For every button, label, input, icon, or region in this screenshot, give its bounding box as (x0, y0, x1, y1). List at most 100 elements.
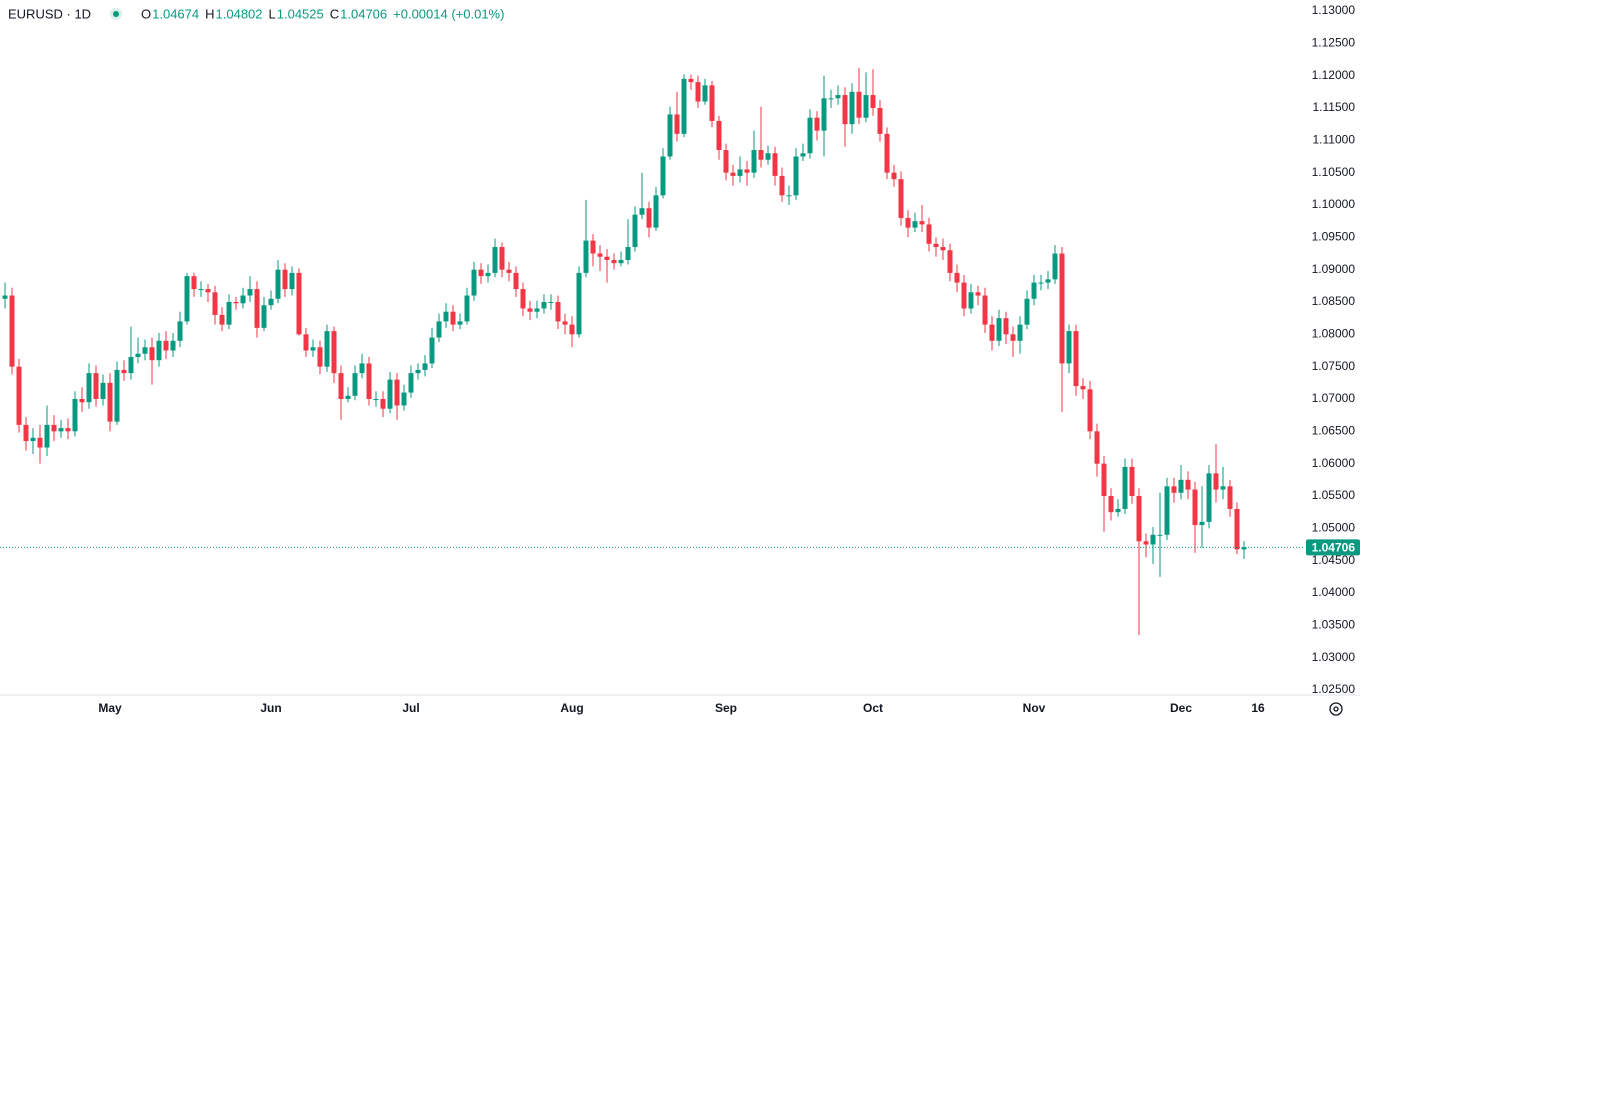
y-tick-label: 1.08500 (1312, 294, 1356, 308)
candle-body (737, 169, 743, 176)
candle-body (457, 321, 463, 325)
status-dot (113, 11, 119, 17)
candle-body (44, 424, 50, 448)
y-tick-label: 1.03500 (1312, 618, 1356, 632)
candle-body (884, 133, 890, 173)
candle-body (51, 424, 57, 432)
candle-body (275, 269, 281, 299)
candle-body (289, 272, 295, 290)
candle-body (254, 289, 260, 328)
candle-body (1185, 479, 1191, 490)
candle-body (135, 353, 141, 357)
candle-body (121, 369, 127, 374)
candle-body (471, 269, 477, 296)
candle-body (555, 302, 561, 322)
candle-body (800, 153, 806, 157)
candle-body (618, 259, 624, 264)
candle-body (912, 221, 918, 228)
candle-body (695, 82, 701, 102)
candle-body (359, 363, 365, 374)
legend-low-label: L (269, 6, 276, 21)
candle-body (219, 314, 225, 325)
candle-body (1073, 331, 1079, 387)
candle-body (611, 259, 617, 264)
x-tick-label: Jun (260, 701, 281, 715)
candle-body (317, 347, 323, 367)
y-tick-label: 1.05500 (1312, 488, 1356, 502)
candle-body (506, 269, 512, 273)
candle-body (576, 272, 582, 335)
y-tick-label: 1.09000 (1312, 262, 1356, 276)
candle-body (436, 321, 442, 338)
candle-body (891, 172, 897, 180)
y-tick-label: 1.04500 (1312, 553, 1356, 567)
x-tick-label: May (98, 701, 122, 715)
candle-body (835, 95, 841, 99)
legend-open: 1.04674 (152, 6, 199, 21)
y-tick-label: 1.08000 (1312, 327, 1356, 341)
x-tick-label: Aug (560, 701, 583, 715)
candle-body (856, 91, 862, 118)
candle-body (30, 437, 36, 442)
candle-body (1171, 486, 1177, 493)
candle-body (1059, 253, 1065, 364)
candle-body (730, 172, 736, 176)
candle-body (723, 150, 729, 173)
candle-body (408, 373, 414, 393)
x-tick-label: Dec (1170, 701, 1192, 715)
candle-body (380, 399, 386, 409)
x-tick-label: 16 (1251, 701, 1265, 715)
candle-body (114, 369, 120, 422)
candle-body (58, 428, 64, 432)
candle-body (303, 334, 309, 351)
candle-body (765, 153, 771, 160)
y-tick-label: 1.07000 (1312, 391, 1356, 405)
candle-body (1206, 473, 1212, 522)
candle-body (905, 217, 911, 228)
y-tick-label: 1.07500 (1312, 359, 1356, 373)
candle-body (1115, 508, 1121, 513)
candle-body (142, 347, 148, 354)
candle-body (100, 382, 106, 399)
candle-body (968, 292, 974, 309)
y-tick-label: 1.13000 (1312, 3, 1356, 17)
y-tick-label: 1.03000 (1312, 650, 1356, 664)
candle-body (310, 347, 316, 351)
candle-body (1066, 331, 1072, 364)
candle-body (751, 150, 757, 173)
candle-body (814, 117, 820, 131)
candle-body (1136, 496, 1142, 542)
candle-body (464, 295, 470, 322)
candle-body (247, 289, 253, 296)
candle-body (996, 318, 1002, 341)
x-tick-label: Oct (863, 701, 883, 715)
y-tick-label: 1.12000 (1312, 68, 1356, 82)
candle-body (534, 308, 540, 312)
candle-body (352, 373, 358, 396)
candle-body (604, 256, 610, 260)
candle-body (338, 373, 344, 399)
candle-body (667, 114, 673, 157)
candle-body (1031, 282, 1037, 299)
candle-body (296, 272, 302, 335)
candle-body (394, 379, 400, 406)
candle-body (1108, 496, 1114, 513)
legend-change: +0.00014 (+0.01%) (393, 6, 504, 21)
candle-body (86, 373, 92, 403)
candle-body (709, 85, 715, 121)
candle-body (492, 247, 498, 273)
y-tick-label: 1.10500 (1312, 165, 1356, 179)
candle-body (877, 108, 883, 134)
candle-body (499, 247, 505, 270)
y-tick-label: 1.04000 (1312, 585, 1356, 599)
candle-body (870, 95, 876, 108)
candle-body (527, 308, 533, 312)
candle-body (93, 373, 99, 399)
y-tick-label: 1.06000 (1312, 456, 1356, 470)
candle-body (233, 302, 239, 304)
candle-body (198, 289, 204, 291)
candle-body (485, 272, 491, 277)
candle-body (597, 253, 603, 257)
settings-icon[interactable] (1329, 702, 1343, 716)
candle-body (23, 424, 29, 442)
